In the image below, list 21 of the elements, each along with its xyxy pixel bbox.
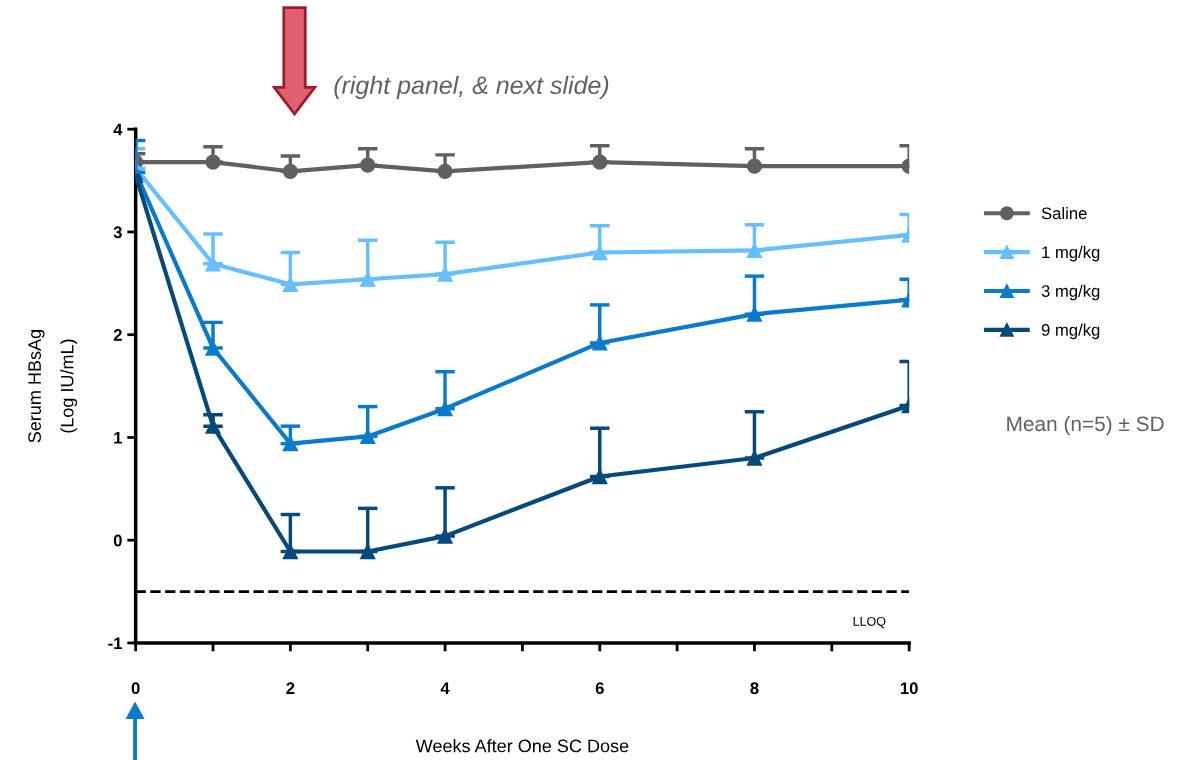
x-tick-label: 6 (595, 682, 604, 695)
y-tick-label: 3 (113, 226, 122, 239)
x-tick-label: 0 (131, 682, 140, 695)
ref-line-label: LLOQ (853, 616, 886, 628)
y-tick-label: 0 (113, 534, 122, 547)
legend-label: 3 mg/kg (1041, 284, 1100, 301)
y-tick-label: 1 (114, 432, 122, 444)
y-axis-title: Serum HBsAg (Log IU/mL) (28, 330, 78, 443)
x-tick-label: 8 (750, 682, 759, 695)
y-tick-label: -1 (108, 637, 122, 649)
y-tick-label: 4 (113, 123, 123, 136)
x-tick-label: 10 (900, 682, 918, 695)
text: Mean (n=5) ± SD (1007, 415, 1164, 436)
legend-label: 9 mg/kg (1041, 323, 1100, 340)
legend-label: Saline (1041, 206, 1087, 220)
y-tick-label: 2 (113, 329, 122, 341)
x-axis-title: Weeks After One SC Dose (415, 739, 629, 753)
x-tick-label: 2 (286, 682, 295, 694)
legend-label: 1 mg/kg (1042, 245, 1100, 262)
x-tick-label: 4 (440, 682, 450, 694)
text: (right panel, & next slide) (334, 75, 609, 100)
